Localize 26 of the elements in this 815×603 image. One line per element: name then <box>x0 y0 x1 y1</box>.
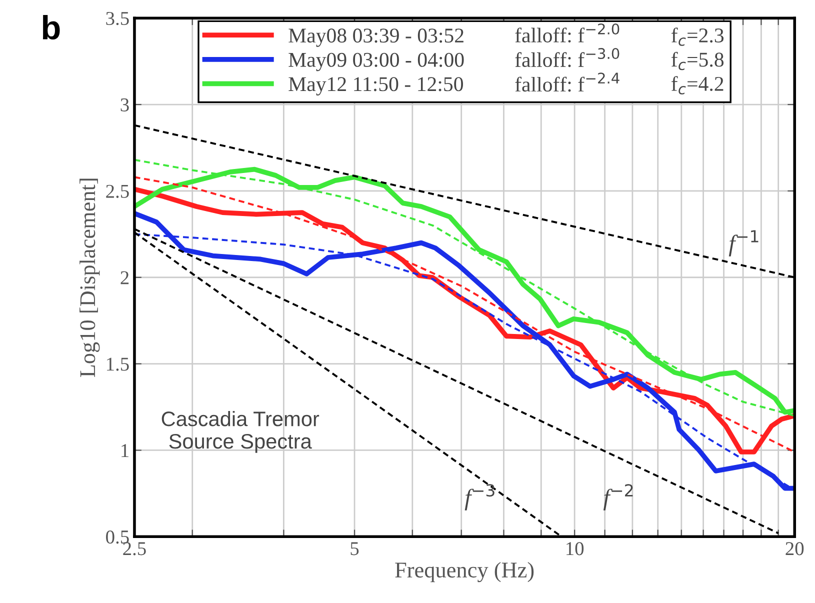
x-tick-label: 20 <box>786 542 804 556</box>
annotation: f$_{c}$=4.2 <box>671 76 724 94</box>
legend-label: May08 03:39 - 03:52 <box>288 28 464 47</box>
annotation: f$^{−3}$ <box>464 484 494 510</box>
y-tick-label: 1.5 <box>107 358 129 371</box>
x-tick-label: 5 <box>350 542 359 556</box>
y-tick-label: 3 <box>120 98 129 112</box>
y-tick-label: 2 <box>120 271 129 284</box>
y-axis-title: Log10 [Displacement] <box>80 178 100 378</box>
y-tick-label: 0.5 <box>106 530 129 544</box>
annotation: falloff: f$^{−3.0}$ <box>515 48 620 68</box>
y-tick-label: 2.5 <box>106 184 129 198</box>
x-axis-title: Frequency (Hz) <box>395 562 534 582</box>
annotation: f$_{c}$=5.8 <box>671 52 724 70</box>
annotation: Cascadia Tremor Source Spectra <box>162 410 320 453</box>
legend-label: May09 03:00 - 04:00 <box>288 52 464 72</box>
annotation: falloff: f$^{−2.4}$ <box>515 72 620 92</box>
annotation: f$_{c}$=2.3 <box>671 28 724 46</box>
annotation: f$^{−2}$ <box>603 484 633 510</box>
annotation: f$^{−1}$ <box>728 230 758 256</box>
y-tick-label: 3.5 <box>106 12 129 26</box>
legend-label: May12 11:50 - 12:50 <box>288 77 463 96</box>
x-tick-label: 10 <box>566 542 584 556</box>
annotation: falloff: f$^{−2.0}$ <box>515 23 620 43</box>
text: b <box>42 15 60 40</box>
y-tick-label: 1 <box>122 444 128 457</box>
